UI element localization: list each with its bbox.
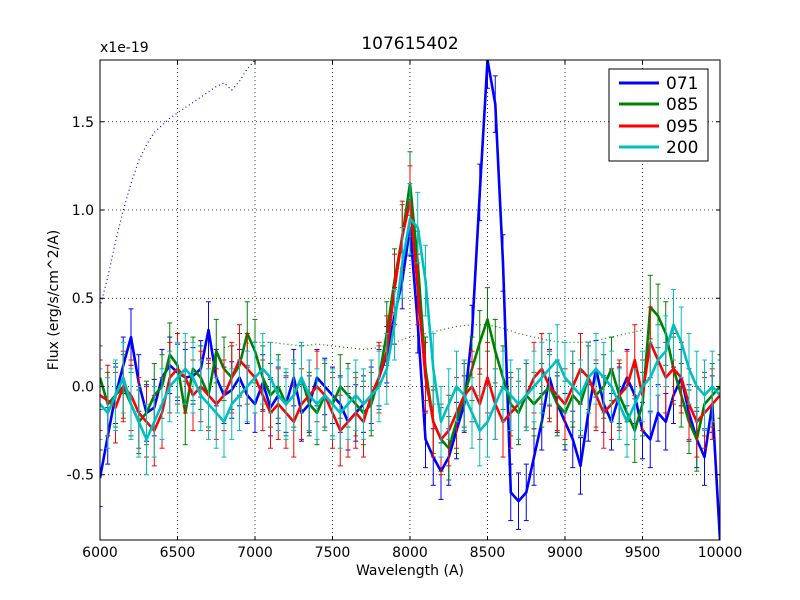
legend-label-085: 085	[666, 95, 698, 115]
x-tick-label: 8000	[392, 545, 428, 561]
y-axis-label: Flux (erg/s/cm^2/A)	[46, 230, 62, 370]
legend-label-071: 071	[666, 74, 698, 94]
x-tick-label: 6500	[160, 545, 196, 561]
series-line-200	[100, 217, 720, 441]
y-tick-label: 1.5	[72, 115, 94, 131]
legend-label-200: 200	[666, 138, 698, 158]
x-tick-label: 6000	[82, 545, 118, 561]
x-tick-label: 7000	[237, 545, 273, 561]
x-axis-ticks: 6000 6500 7000 7500 8000 8500 9000 9500 10000	[82, 60, 742, 561]
series-group	[100, 60, 720, 540]
chart-title: 107615402	[361, 34, 458, 54]
x-tick-label: 7500	[315, 545, 351, 561]
x-tick-label: 9500	[625, 545, 661, 561]
x-tick-label: 10000	[698, 545, 743, 561]
x-tick-label: 8500	[470, 545, 506, 561]
y-tick-label: 0.0	[72, 379, 94, 395]
y-tick-label: -0.5	[67, 468, 94, 484]
offset-label: x1e-19	[100, 40, 149, 56]
y-axis-ticks: -0.5 0.0 0.5 1.0 1.5	[67, 115, 720, 484]
x-tick-label: 9000	[547, 545, 583, 561]
y-tick-label: 1.0	[72, 203, 94, 219]
reference-curve-blue-dotted	[100, 60, 256, 308]
x-axis-label: Wavelength (A)	[356, 563, 464, 579]
y-tick-label: 0.5	[72, 291, 94, 307]
legend: 071 085 095 200	[608, 68, 709, 162]
legend-label-095: 095	[666, 117, 698, 137]
series-200	[100, 183, 720, 476]
reference-curve-green-dotted	[223, 324, 643, 351]
reference-curves	[100, 60, 643, 351]
